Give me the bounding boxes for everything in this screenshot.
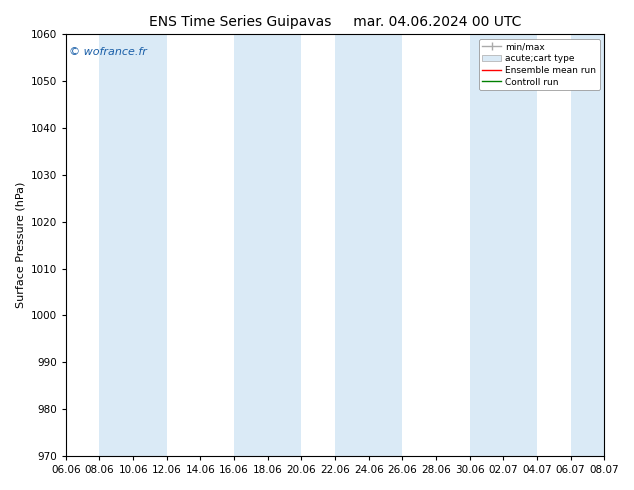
- Y-axis label: Surface Pressure (hPa): Surface Pressure (hPa): [15, 182, 25, 308]
- Title: ENS Time Series Guipavas     mar. 04.06.2024 00 UTC: ENS Time Series Guipavas mar. 04.06.2024…: [149, 15, 521, 29]
- Bar: [470, 34, 537, 456]
- Bar: [234, 34, 301, 456]
- Bar: [100, 34, 167, 456]
- Text: © wofrance.fr: © wofrance.fr: [68, 47, 146, 57]
- Bar: [571, 34, 634, 456]
- Bar: [335, 34, 403, 456]
- Legend: min/max, acute;cart type, Ensemble mean run, Controll run: min/max, acute;cart type, Ensemble mean …: [479, 39, 600, 90]
